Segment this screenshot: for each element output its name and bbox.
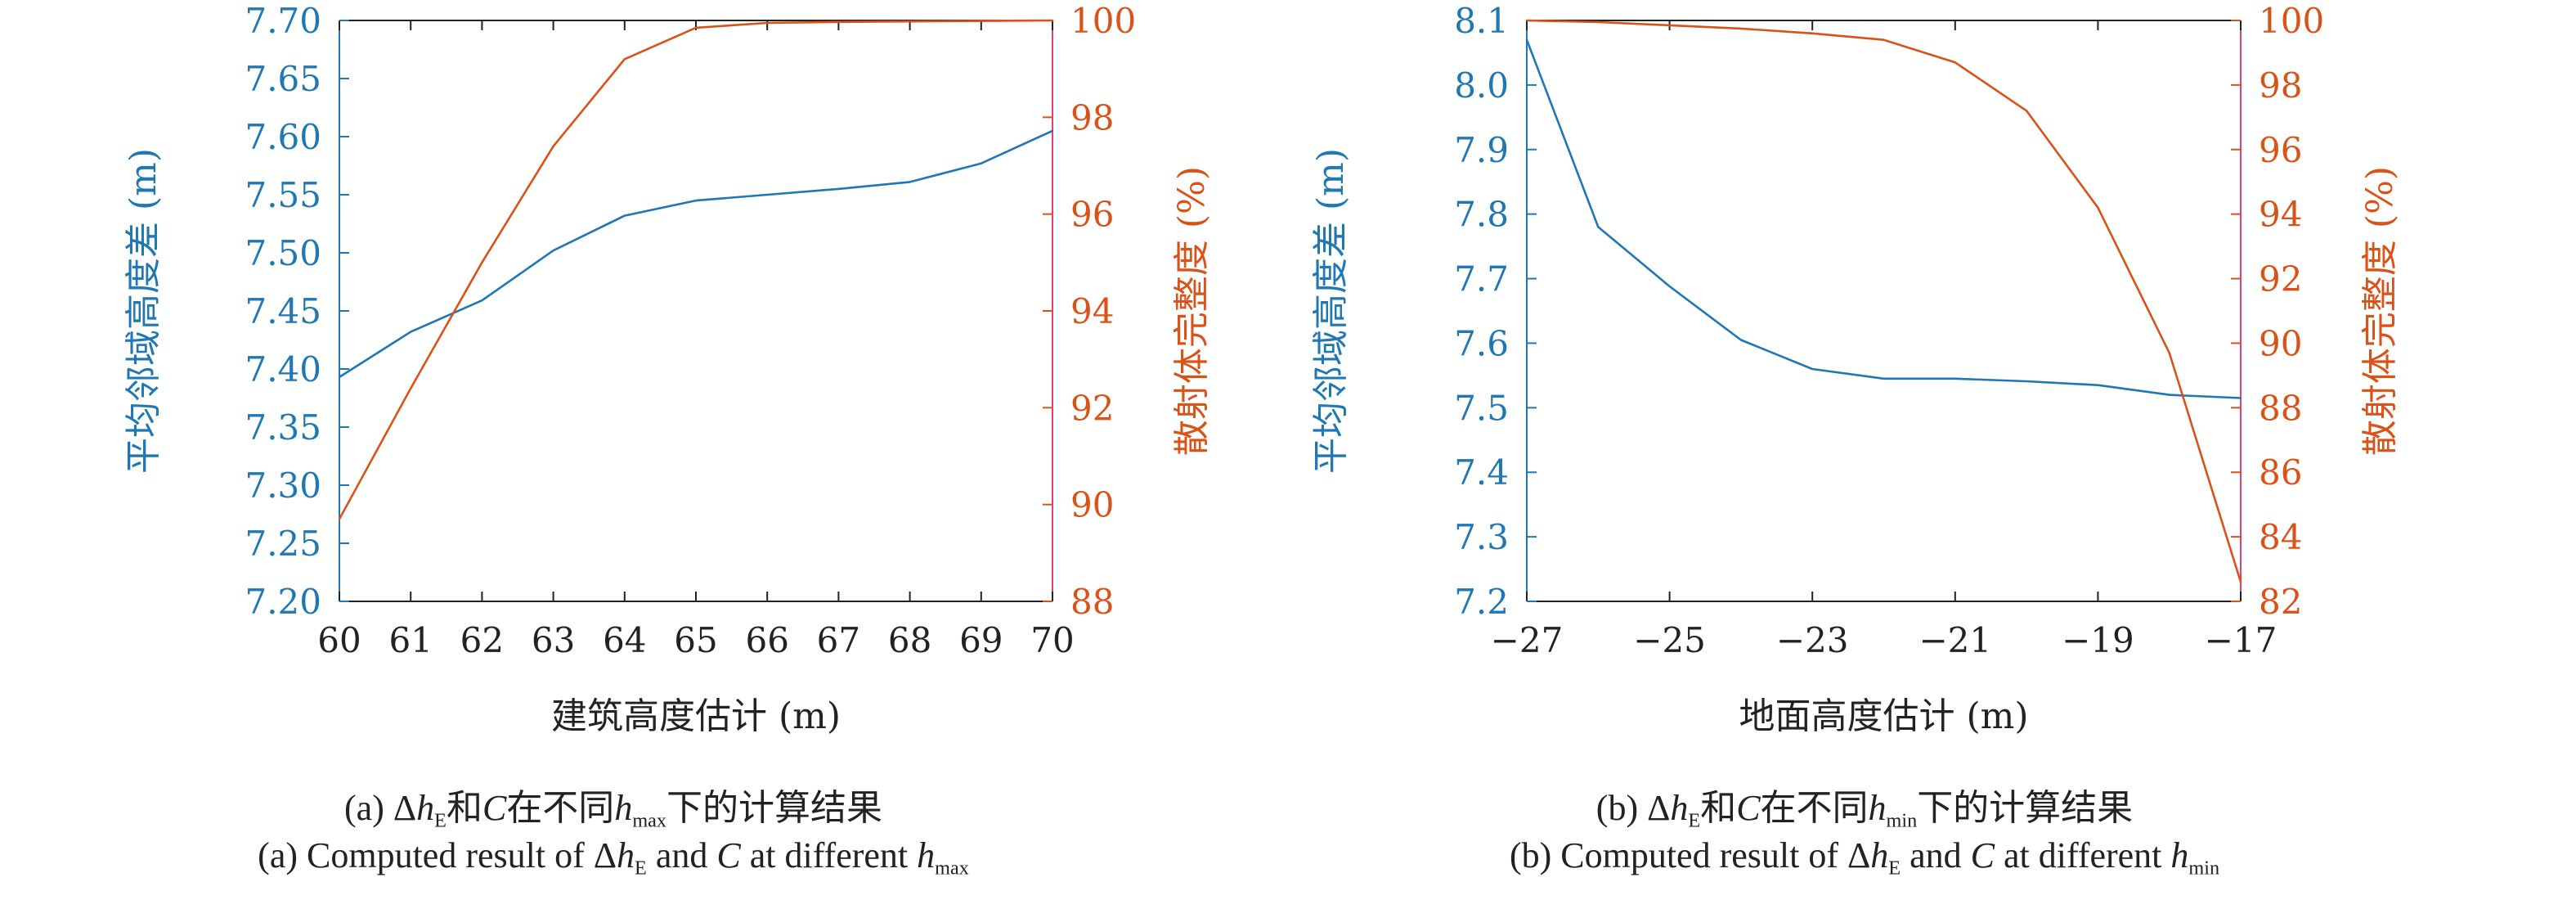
left-y-tick-label: 7.60 (245, 117, 321, 157)
right-y-axis-title: 散射体完整度 (%) (1171, 166, 1213, 456)
x-tick-label: 60 (317, 620, 361, 660)
chart-panel-b: −27 −25 −23 −21 −19 −17 7.2 7.3 7.4 7.5 7.6 7.7 7.8 7… (1310, 1, 2401, 737)
left-y-tick-label: 7.30 (245, 466, 321, 506)
left-y-tick-label: 7.40 (245, 349, 321, 389)
right-y-tick-label: 98 (1070, 97, 1114, 137)
x-tick-label: 70 (1030, 620, 1074, 660)
x-tick-label: −25 (1633, 620, 1706, 660)
x-tick-label: 67 (817, 620, 860, 660)
series-line-left (1527, 40, 2241, 398)
left-y-axis-title: 平均邻域高度差 (m) (1310, 148, 1352, 474)
right-y-tick-label: 82 (2259, 582, 2302, 622)
left-y-tick-label: 7.70 (245, 1, 321, 41)
left-y-tick-label: 7.45 (245, 291, 321, 331)
left-y-tick-label: 7.2 (1454, 582, 1509, 622)
x-tick-label: −27 (1491, 620, 1564, 660)
x-tick-label: 69 (959, 620, 1003, 660)
left-y-tick-label: 7.25 (245, 524, 321, 564)
right-y-axis-title: 散射体完整度 (%) (2359, 166, 2401, 456)
left-y-tick-label: 7.35 (245, 407, 321, 448)
right-y-tick-label: 88 (1070, 582, 1114, 622)
right-y-tick-label: 90 (1070, 485, 1114, 525)
left-y-tick-label: 8.0 (1454, 65, 1509, 106)
x-tick-label: 68 (888, 620, 931, 660)
right-y-tick-label: 84 (2259, 517, 2302, 557)
left-y-axis-title: 平均邻域高度差 (m) (123, 148, 164, 474)
x-axis-title: 地面高度估计 (m) (1739, 695, 2028, 737)
left-y-tick-label: 7.4 (1454, 452, 1509, 493)
left-y-tick-label: 7.3 (1454, 517, 1509, 557)
left-y-tick-label: 7.55 (245, 175, 321, 215)
chart-panel-a: 60 61 62 63 64 65 66 67 68 69 70 7.20 7.25 7.30 7.35 7.… (123, 1, 1213, 737)
x-tick-label: −19 (2062, 620, 2134, 660)
right-y-tick-label: 98 (2259, 65, 2302, 106)
right-y-tick-label: 100 (1070, 1, 1136, 41)
left-y-tick-label: 7.50 (245, 233, 321, 273)
left-y-tick-label: 7.8 (1454, 195, 1509, 235)
x-axis-title: 建筑高度估计 (m) (551, 695, 841, 737)
right-y-tick-label: 92 (1070, 388, 1114, 428)
right-y-tick-label: 92 (2259, 259, 2302, 299)
x-tick-label: 62 (460, 620, 504, 660)
left-y-tick-label: 7.9 (1454, 130, 1509, 170)
x-tick-label: 64 (603, 620, 646, 660)
right-y-tick-label: 100 (2259, 1, 2324, 41)
left-y-tick-label: 7.7 (1454, 259, 1509, 299)
x-tick-label: 65 (674, 620, 717, 660)
series-line-right (339, 20, 1052, 519)
right-y-tick-label: 96 (2259, 130, 2302, 170)
right-y-tick-label: 86 (2259, 452, 2302, 493)
right-y-tick-label: 94 (1070, 291, 1114, 331)
right-y-tick-label: 96 (1070, 195, 1114, 235)
x-tick-label: −21 (1919, 620, 1991, 660)
left-y-tick-label: 7.6 (1454, 323, 1509, 363)
series-line-right (1527, 20, 2241, 582)
x-tick-label: 61 (388, 620, 432, 660)
left-y-tick-label: 8.1 (1454, 1, 1509, 41)
left-y-tick-label: 7.65 (245, 59, 321, 99)
left-y-tick-label: 7.5 (1454, 388, 1509, 428)
x-tick-label: 63 (532, 620, 575, 660)
right-y-tick-label: 88 (2259, 388, 2302, 428)
series-line-left (339, 131, 1052, 377)
x-tick-label: −23 (1776, 620, 1849, 660)
left-y-tick-label: 7.20 (245, 582, 321, 622)
right-y-tick-label: 90 (2259, 323, 2302, 363)
caption-b-english: (b) Computed result of ΔhE and C at diff… (1251, 833, 2478, 891)
x-tick-label: −17 (2205, 620, 2278, 660)
right-y-tick-label: 94 (2259, 195, 2302, 235)
caption-a-english: (a) Computed result of ΔhE and C at diff… (0, 833, 1227, 891)
x-tick-label: 66 (745, 620, 788, 660)
